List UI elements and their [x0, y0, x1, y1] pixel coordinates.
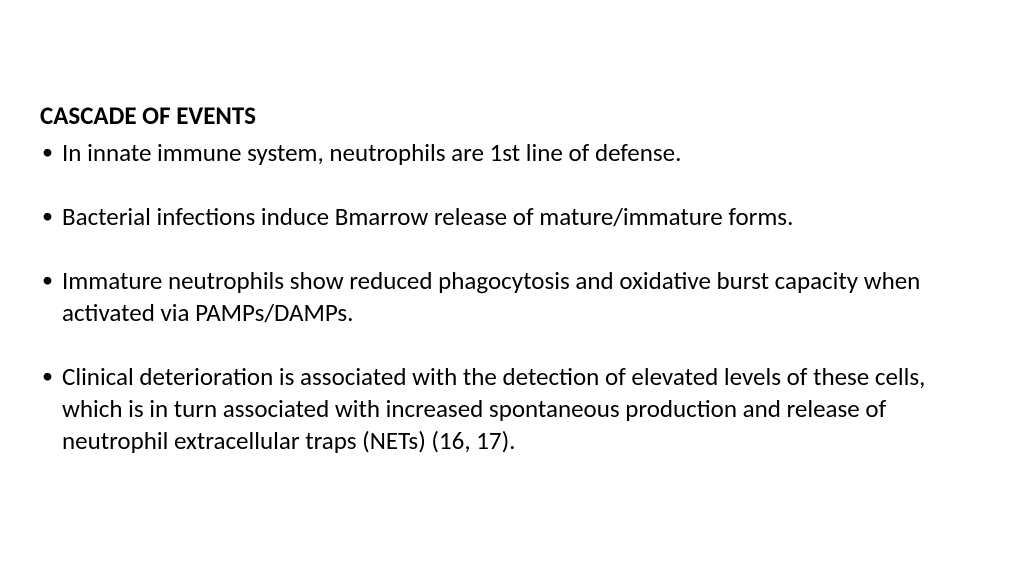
slide: CASCADE OF EVENTS In innate immune syste…: [0, 0, 1024, 576]
slide-title: CASCADE OF EVENTS: [40, 100, 984, 131]
list-item: Bacterial infections induce Bmarrow rele…: [40, 201, 984, 233]
list-item: Immature neutrophils show reduced phagoc…: [40, 265, 984, 329]
bullet-list: In innate immune system, neutrophils are…: [40, 137, 984, 457]
list-item: In innate immune system, neutrophils are…: [40, 137, 984, 169]
list-item: Clinical deterioration is associated wit…: [40, 361, 984, 457]
